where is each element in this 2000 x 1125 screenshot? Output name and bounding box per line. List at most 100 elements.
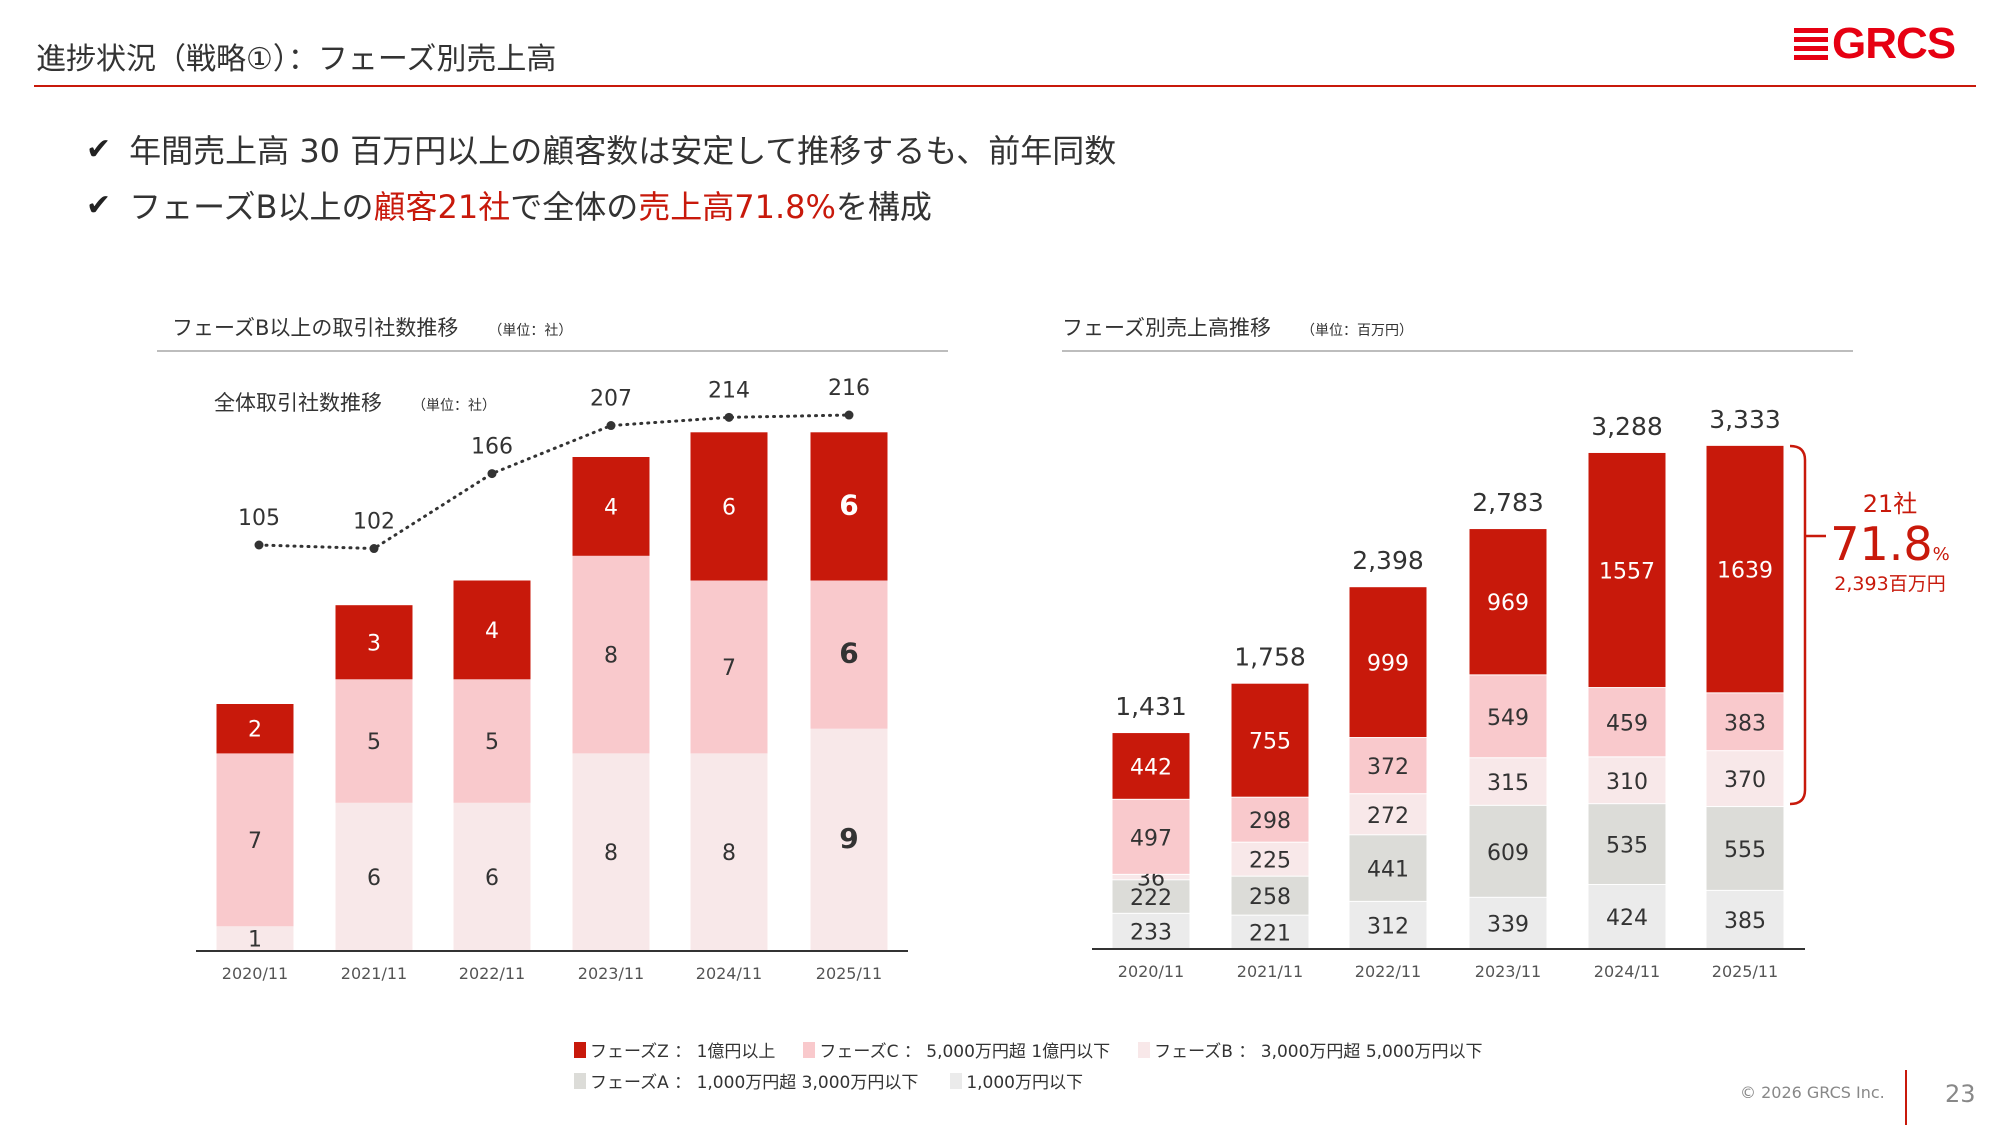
title-divider [34,85,1976,87]
bar-value-label: 298 [1249,809,1291,834]
bullet-text-part: で全体の [510,188,639,226]
bar-segment-phase_b [1112,874,1190,880]
bar-segment-phase_c [1231,797,1309,842]
legend-item-phase_b: フェーズB ： 3,000万円超 5,000万円以下 [1138,1037,1483,1062]
logo-text: GRCS [1832,19,1956,68]
bullet-text-part: フェーズB以上の [129,188,374,226]
bar-value-label: 555 [1724,838,1766,863]
bar-segment-phase_z [1706,445,1784,693]
bar-value-label: 6 [722,495,736,520]
legend-swatch [574,1072,586,1089]
x-tick-label: 2025/11 [1712,962,1778,981]
bar-value-label: 1557 [1599,560,1655,585]
annotation-share-unit: % [1933,544,1950,565]
legend-item-phase_c: フェーズC ： 5,000万円超 1億円以下 [803,1037,1110,1062]
x-tick-label: 2021/11 [1237,962,1303,981]
bar-total-label: 3,288 [1591,412,1663,441]
bar-value-label: 372 [1367,755,1409,780]
line-value-label: 207 [590,387,632,412]
left-chart-title-text: フェーズB以上の取引社数推移 [172,316,459,340]
bar-segment-phase_z [690,432,768,581]
left-chart-divider [157,350,948,352]
logo-bars-icon [1794,28,1828,60]
bar-value-label: 272 [1367,804,1409,829]
bar-total-label: 3,333 [1709,405,1781,434]
legend-label: 1,000万円以下 [966,1073,1083,1093]
annotation-companies: 21社 [1863,490,1918,518]
x-tick-label: 2022/11 [1355,962,1421,981]
bar-segment-under_1000 [1706,890,1784,948]
bar-value-label: 6 [367,866,381,891]
bar-segment-phase_b [1469,758,1547,805]
footer-divider [1905,1070,1907,1125]
legend-item-phase_z: フェーズZ ： 1億円以上 [574,1037,775,1062]
right-chart-unit: （単位：百万円） [1300,323,1413,339]
page-number: 23 [1945,1080,1976,1108]
bar-value-label: 383 [1724,711,1766,736]
line-value-label: 105 [238,506,280,531]
x-tick-label: 2025/11 [816,964,882,983]
bar-segment-phase_a [1349,835,1427,901]
check-icon: ✔ [86,131,112,167]
bar-value-label: 8 [604,644,618,669]
bar-segment-under_1000 [1112,913,1190,948]
annotation-amount: 2,393百万円 [1834,573,1945,595]
bar-value-label: 549 [1487,706,1529,731]
bar-segment-phase_z [1469,529,1547,675]
x-tick-label: 2020/11 [1118,962,1184,981]
check-icon: ✔ [86,187,112,223]
x-tick-label: 2021/11 [341,964,407,983]
bar-value-label: 1639 [1717,559,1773,584]
left-chart-title: フェーズB以上の取引社数推移 （単位：社） [172,312,572,342]
bar-segment-phase_b [1349,794,1427,835]
bar-segment-phase_b [335,802,413,951]
line-point [724,412,734,422]
bar-segment-phase_c [335,679,413,803]
bar-segment-phase_a [1706,807,1784,890]
legend-label: フェーズA ： 1,000万円超 3,000万円以下 [590,1073,919,1093]
grcs-logo: GRCS [1794,19,1956,68]
bar-total-label: 2,398 [1352,546,1424,575]
bar-value-label: 221 [1249,921,1291,946]
annotation-share: 71.8% [1830,517,1950,571]
bullet-2: ✔ フェーズB以上の 顧客21社 で全体の 売上高71.8% を構成 [86,182,932,228]
bar-value-label: 5 [367,730,381,755]
x-tick-label: 2024/11 [696,964,762,983]
legend-item-phase_a: フェーズA ： 1,000万円超 3,000万円以下 [574,1068,918,1093]
bar-value-label: 609 [1487,841,1529,866]
legend-label: フェーズB ： 3,000万円超 5,000万円以下 [1154,1042,1483,1062]
bullet-1: ✔ 年間売上高 30 百万円以上の顧客数は安定して推移するも、前年同数 [86,126,1116,172]
bar-value-label: 385 [1724,909,1766,934]
bar-value-label: 1 [248,928,262,953]
bar-segment-under_1000 [1349,901,1427,948]
bar-value-label: 315 [1487,771,1529,796]
bar-value-label: 755 [1249,730,1291,755]
bar-segment-phase_z [810,432,888,581]
line-value-label: 214 [708,378,750,403]
bar-total-label: 1,758 [1234,643,1306,672]
bar-segment-phase_b [690,753,768,951]
bar-value-label: 5 [485,730,499,755]
line-subtitle-unit: （単位：社） [412,398,496,414]
legend-label: フェーズC ： 5,000万円超 1億円以下 [819,1042,1111,1062]
bar-value-label: 6 [839,488,858,521]
bar-value-label: 6 [839,637,858,670]
bar-value-label: 4 [485,619,499,644]
bar-segment-phase_b [1231,842,1309,876]
bar-segment-under_1000 [1588,884,1666,948]
right-chart-title: フェーズ別売上高推移 （単位：百万円） [1062,312,1413,342]
bar-value-label: 3 [367,631,381,656]
line-value-label: 216 [828,376,870,401]
bar-segment-phase_c [690,580,768,754]
bar-total-label: 1,431 [1115,692,1187,721]
bar-value-label: 233 [1130,920,1172,945]
line-point [606,421,616,431]
line-point [254,540,264,550]
bar-segment-phase_c [216,753,294,927]
bar-segment-phase_z [572,457,650,556]
bar-value-label: 258 [1249,885,1291,910]
bar-value-label: 225 [1249,849,1291,874]
bar-value-label: 7 [248,829,262,854]
bar-value-label: 497 [1130,826,1172,851]
